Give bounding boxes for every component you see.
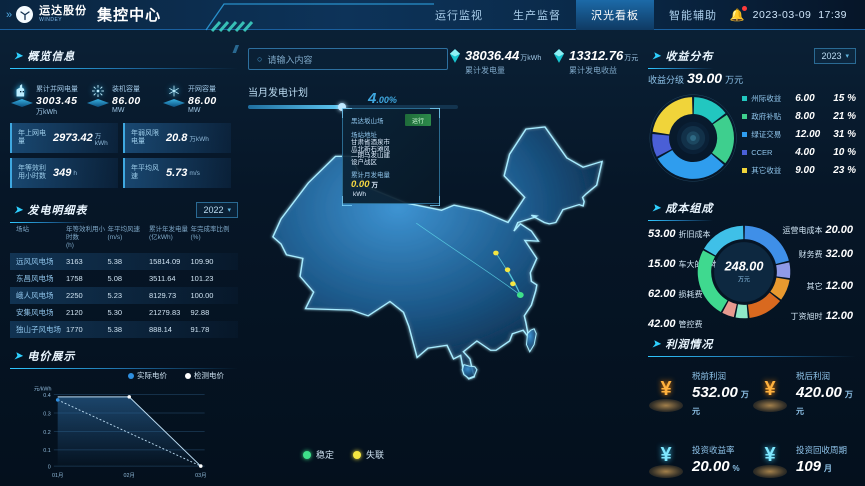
svg-text:248.00: 248.00 — [724, 260, 764, 274]
svg-text:0.3: 0.3 — [43, 411, 50, 417]
svg-text:01月: 01月 — [52, 472, 63, 479]
svg-text:03月: 03月 — [195, 472, 206, 479]
svg-text:元/kWh: 元/kWh — [34, 386, 52, 393]
svg-text:0.1: 0.1 — [43, 448, 50, 454]
svg-text:0.2: 0.2 — [43, 430, 50, 436]
svg-text:02月: 02月 — [124, 472, 135, 479]
svg-text:万元: 万元 — [738, 277, 750, 284]
svg-text:0.4: 0.4 — [43, 393, 50, 399]
svg-text:0: 0 — [48, 464, 51, 470]
